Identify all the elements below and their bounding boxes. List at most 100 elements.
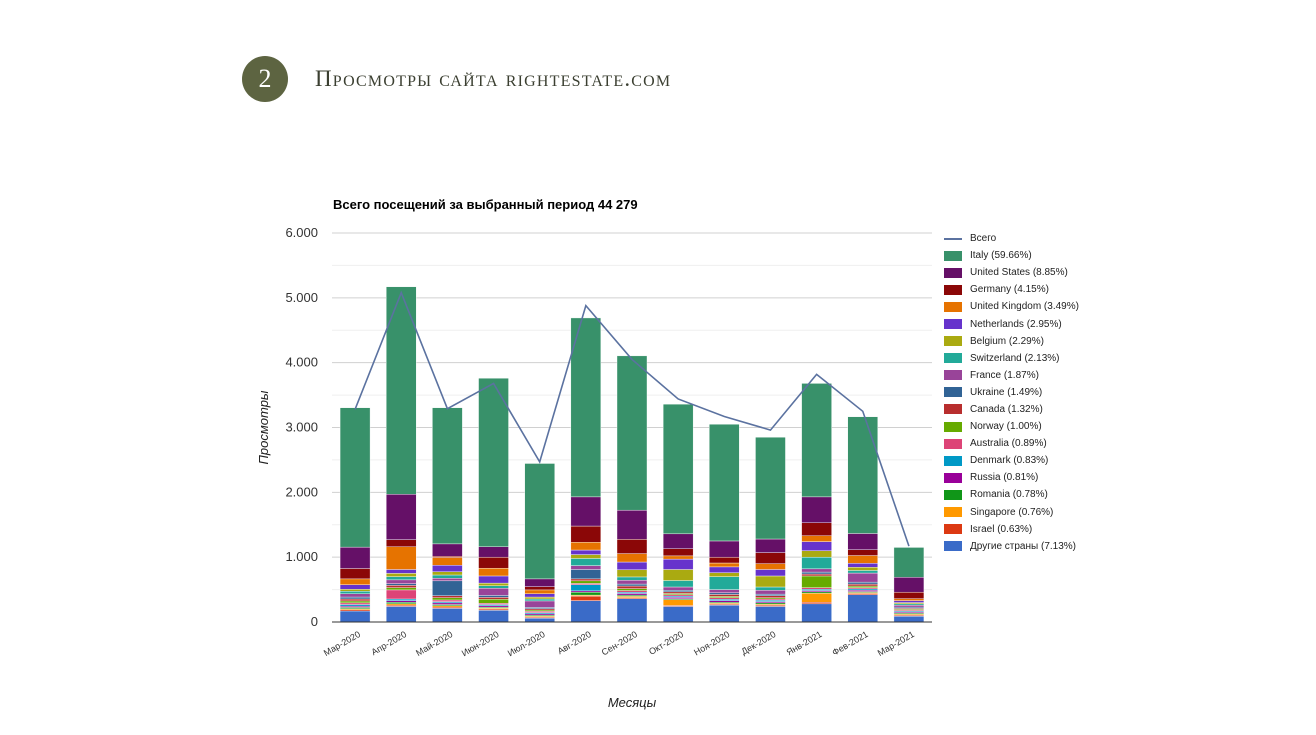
x-tick-label: Окт-2020 (647, 629, 685, 657)
bar-segment (709, 576, 740, 590)
bar-segment (662, 599, 694, 606)
bar-segment (339, 407, 371, 548)
x-axis-title: Месяцы (608, 695, 657, 710)
bar-segment (386, 585, 417, 588)
bar-segment (616, 583, 648, 587)
bar-segment (386, 598, 417, 601)
bar-segment (847, 594, 878, 623)
bar-segment (801, 383, 832, 498)
bar-segment (478, 546, 509, 558)
bar-segment (662, 580, 694, 588)
bar-segment (432, 557, 463, 566)
bar-segment (662, 533, 694, 549)
bar-segment (570, 554, 602, 559)
legend-item: Switzerland (2.13%) (944, 350, 1079, 367)
bar-segment (339, 591, 371, 594)
x-tick-label: Мар-2020 (322, 629, 362, 658)
bar-segment (662, 569, 694, 581)
legend-label: Romania (0.78%) (970, 489, 1048, 501)
slide-number-badge: 2 (242, 56, 288, 102)
bar-segment (847, 555, 878, 564)
bar-segment (432, 543, 463, 557)
y-tick-label: 5.000 (285, 290, 318, 305)
bar-segment (893, 547, 925, 578)
y-tick-label: 6.000 (285, 225, 318, 240)
bar-segment (801, 575, 832, 588)
bar-segment (801, 568, 832, 573)
legend-item: United Kingdom (3.49%) (944, 298, 1079, 315)
bar-segment (570, 584, 602, 592)
bar-segment (709, 540, 740, 558)
bar-segment (662, 403, 694, 535)
legend-item: Netherlands (2.95%) (944, 315, 1079, 332)
bar-segment (570, 317, 602, 498)
bar-segment (893, 598, 925, 601)
bar-segment (570, 549, 602, 555)
bar-segment (893, 600, 925, 603)
bar-segment (709, 597, 740, 600)
bar-segment (386, 587, 417, 591)
bar-segment (339, 600, 371, 604)
bar-segment (662, 591, 694, 594)
bar-segment (755, 590, 786, 595)
legend-label: Switzerland (2.13%) (970, 352, 1060, 364)
legend-swatch (944, 524, 962, 535)
bar-segment (662, 555, 694, 560)
total-line (354, 290, 910, 547)
legend-label: France (1.87%) (970, 369, 1039, 381)
bar-segment (801, 550, 832, 558)
bar-segment (386, 579, 417, 584)
bar-segment (386, 606, 417, 623)
bar-segment (893, 615, 925, 623)
bar-segment (755, 575, 786, 588)
bar-segment (432, 571, 463, 576)
legend-label: Australia (0.89%) (970, 438, 1047, 450)
bar-segment (339, 602, 371, 605)
bar-segment (801, 535, 832, 542)
bar-segment (478, 597, 509, 600)
bar-segment (662, 558, 694, 570)
bar-segment (570, 580, 602, 584)
x-tick-label: Май-2020 (414, 629, 454, 658)
bar-segment (755, 569, 786, 577)
x-tick-label: Ноя-2020 (692, 629, 731, 657)
bar-segment (709, 592, 740, 595)
legend-swatch (944, 541, 962, 552)
legend-label: Denmark (0.83%) (970, 455, 1049, 467)
bar-segment (847, 533, 878, 550)
bar-segment (478, 567, 509, 577)
bar-segment (570, 496, 602, 527)
bar-segment (662, 590, 694, 593)
bar-segment (755, 595, 786, 598)
bar-segment (801, 602, 832, 605)
bar-segment (432, 599, 463, 602)
bar-segment (386, 494, 417, 540)
bar-segment (339, 596, 371, 600)
bar-segment (524, 463, 555, 580)
legend-label: Всего (970, 233, 997, 245)
legend-swatch (944, 438, 962, 449)
legend-swatch (944, 250, 962, 261)
y-tick-label: 0 (311, 614, 318, 629)
bar-segment (616, 509, 648, 540)
bar-segment (755, 552, 786, 564)
bar-segment (893, 577, 925, 593)
bar-segment (524, 578, 555, 587)
bar-segment (432, 597, 463, 601)
legend-swatch (944, 319, 962, 330)
bar-segment (478, 610, 509, 623)
bar-segment (616, 598, 648, 623)
bar-segment (524, 596, 555, 600)
bar-segment (709, 562, 740, 568)
legend-swatch (944, 301, 962, 312)
bar-segment (616, 553, 648, 563)
bar-segment (616, 569, 648, 578)
bar-segment (570, 558, 602, 566)
bar-segment (847, 585, 878, 588)
bar-segment (801, 573, 832, 577)
bar-segment (570, 595, 602, 601)
bar-segment (432, 574, 463, 579)
legend-swatch (944, 370, 962, 381)
legend-swatch (944, 284, 962, 295)
x-tick-label: Июн-2020 (460, 629, 501, 658)
